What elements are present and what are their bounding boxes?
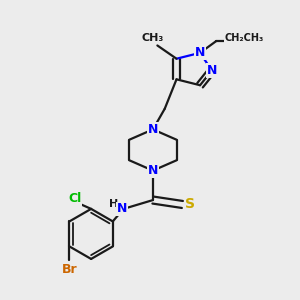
Text: S: S bbox=[185, 197, 195, 212]
Text: Cl: Cl bbox=[68, 192, 82, 205]
Text: Br: Br bbox=[61, 262, 77, 276]
Text: N: N bbox=[148, 123, 158, 136]
Text: CH₂CH₃: CH₂CH₃ bbox=[225, 33, 264, 43]
Text: N: N bbox=[207, 64, 217, 77]
Text: CH₃: CH₃ bbox=[142, 33, 164, 43]
Text: N: N bbox=[117, 202, 127, 215]
Text: N: N bbox=[148, 164, 158, 177]
Text: H: H bbox=[109, 200, 118, 209]
Text: N: N bbox=[195, 46, 205, 59]
